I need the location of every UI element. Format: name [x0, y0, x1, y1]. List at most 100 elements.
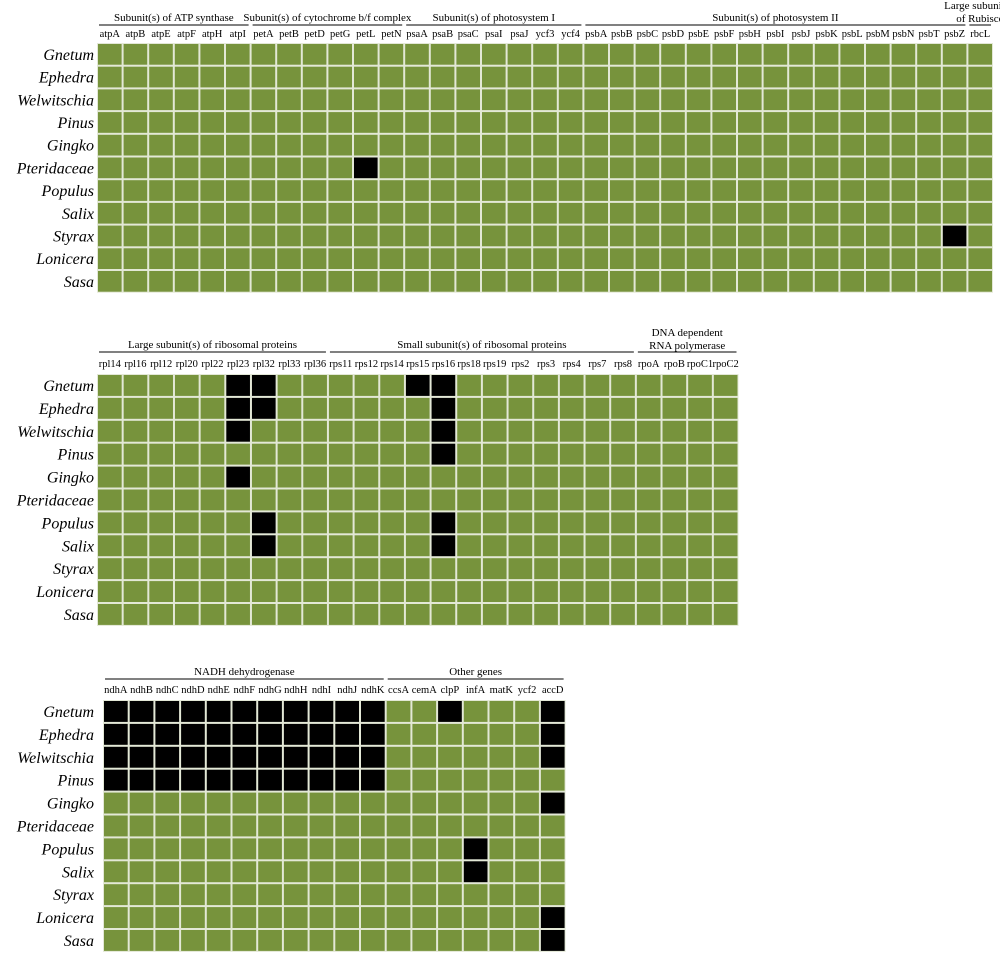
cell-styrax-atpI-present [226, 225, 250, 247]
cell-sasa-cemA-present [412, 930, 437, 951]
cell-gnetum-matK-present [489, 701, 514, 722]
cell-gnetum-accD-absent [540, 701, 565, 722]
cell-lonicera-psbL-present [840, 248, 864, 269]
cell-lonicera-psbB-present [610, 248, 634, 269]
cell-sasa-rbcL-present [968, 271, 992, 292]
cell-styrax-infA-present [463, 884, 488, 906]
cell-styrax-psbZ-absent [942, 225, 967, 247]
cell-lonicera-ndhE-present [206, 907, 231, 928]
cell-salix-psbF-present [712, 202, 736, 224]
cell-pinus-psaC-present [456, 112, 480, 133]
cell-gnetum-petA-present [251, 44, 276, 65]
cell-populus-rps3-present [534, 512, 558, 534]
cell-ephedra-ndhJ-absent [335, 723, 359, 745]
cell-welwitschia-psbK-present [814, 89, 839, 111]
cell-populus-rpl14-present [98, 512, 122, 534]
cell-salix-clpP-present [438, 861, 462, 883]
cell-ephedra-rps12-present [354, 397, 379, 419]
cell-gnetum-psbL-present [840, 44, 864, 65]
cell-gnetum-ndhB-absent [129, 701, 154, 722]
cell-sasa-rpl20-present [174, 604, 199, 625]
cell-sasa-ycf4-present [558, 271, 583, 292]
cell-welwitschia-rps18-present [457, 420, 481, 442]
cell-ephedra-matK-present [489, 723, 514, 745]
cell-gingko-rpl22-present [200, 466, 225, 488]
cell-lonicera-rps19-present [482, 581, 507, 602]
cell-populus-rps11-present [328, 512, 353, 534]
cell-ephedra-psbC-present [635, 66, 660, 88]
taxon-label-styrax: Styrax [53, 887, 94, 904]
cell-ephedra-rpl14-present [98, 397, 122, 419]
taxon-label-pinus: Pinus [57, 115, 94, 132]
cell-salix-rpl20-present [174, 535, 199, 557]
cell-populus-infA-absent [463, 838, 488, 860]
cell-gingko-psbE-present [686, 134, 711, 156]
gene-label-atpF: atpF [177, 29, 196, 40]
taxon-label-salix: Salix [62, 206, 94, 223]
cell-gnetum-ndhG-absent [258, 701, 282, 722]
gene-label-psbB: psbB [611, 29, 633, 40]
cell-pteridaceae-ccsA-present [386, 815, 411, 837]
cell-ephedra-rpoB-present [662, 397, 687, 419]
cell-gnetum-rpl32-absent [251, 375, 276, 396]
cell-gnetum-rps7-present [585, 375, 610, 396]
gene-label-psaC: psaC [458, 29, 479, 40]
cell-gingko-atpE-present [149, 134, 173, 156]
cell-populus-petG-present [328, 180, 352, 201]
gene-label-psaA: psaA [406, 29, 428, 40]
cell-pteridaceae-psaB-present [430, 157, 455, 179]
cell-welwitschia-rbcL-present [968, 89, 992, 111]
cell-styrax-rps7-present [585, 558, 610, 580]
panel-1: Gnetum Ephedra Welwitschia Pinus Gingko Pteri… [16, 0, 1000, 293]
taxon-label-ephedra: Ephedra [38, 401, 94, 418]
cell-populus-rps15-present [405, 512, 430, 534]
cell-pteridaceae-rps14-present [380, 489, 404, 511]
cell-pteridaceae-petL-absent [354, 157, 378, 179]
cell-populus-rpl33-present [277, 512, 302, 534]
cell-salix-psbH-present [738, 202, 762, 224]
cell-styrax-psaB-present [430, 225, 455, 247]
cell-salix-rpoA-present [636, 535, 661, 557]
cell-sasa-rps14-present [380, 604, 404, 625]
cell-gnetum-petG-present [328, 44, 352, 65]
cell-welwitschia-ccsA-present [386, 746, 411, 768]
cell-lonicera-rps2-present [508, 581, 533, 602]
cell-populus-accD-present [540, 838, 565, 860]
cell-welwitschia-rpoB-present [662, 420, 687, 442]
cell-pteridaceae-psbB-present [610, 157, 634, 179]
cell-lonicera-psaA-present [405, 248, 429, 269]
cell-welwitschia-psbL-present [840, 89, 864, 111]
cell-gingko-rps7-present [585, 466, 610, 488]
cell-styrax-psaJ-present [507, 225, 532, 247]
cell-styrax-rps15-present [405, 558, 430, 580]
cell-pteridaceae-psbN-present [891, 157, 916, 179]
cell-gnetum-clpP-absent [438, 701, 462, 722]
cell-sasa-ndhK-present [361, 930, 385, 951]
cell-salix-rpoC2-present [713, 535, 738, 557]
cell-welwitschia-petA-present [251, 89, 276, 111]
cell-populus-petA-present [251, 180, 276, 201]
gene-label-psbI: psbI [766, 29, 785, 40]
cell-pteridaceae-ndhC-present [155, 815, 180, 837]
cell-sasa-matK-present [489, 930, 514, 951]
cell-lonicera-accD-absent [540, 907, 565, 928]
cell-salix-psaJ-present [507, 202, 532, 224]
cell-gingko-ndhB-present [129, 792, 154, 814]
cell-gnetum-rps16-absent [431, 375, 456, 396]
cell-pteridaceae-psbD-present [661, 157, 685, 179]
cell-styrax-rpoC2-present [713, 558, 738, 580]
cell-ephedra-atpF-present [174, 66, 199, 88]
cell-gnetum-psbE-present [686, 44, 711, 65]
cell-pinus-ndhH-absent [283, 769, 308, 791]
cell-gingko-rpl23-absent [226, 466, 250, 488]
cell-pteridaceae-atpB-present [123, 157, 148, 179]
cell-populus-atpE-present [149, 180, 173, 201]
cell-pteridaceae-rps18-present [457, 489, 481, 511]
cell-pinus-rps19-present [482, 443, 507, 465]
cell-welwitschia-psbH-present [738, 89, 762, 111]
cell-ephedra-atpE-present [149, 66, 173, 88]
gene-label-psbL: psbL [842, 29, 863, 40]
cell-ephedra-petN-present [379, 66, 404, 88]
cell-populus-ndhC-present [155, 838, 180, 860]
cell-gingko-ndhA-present [104, 792, 128, 814]
